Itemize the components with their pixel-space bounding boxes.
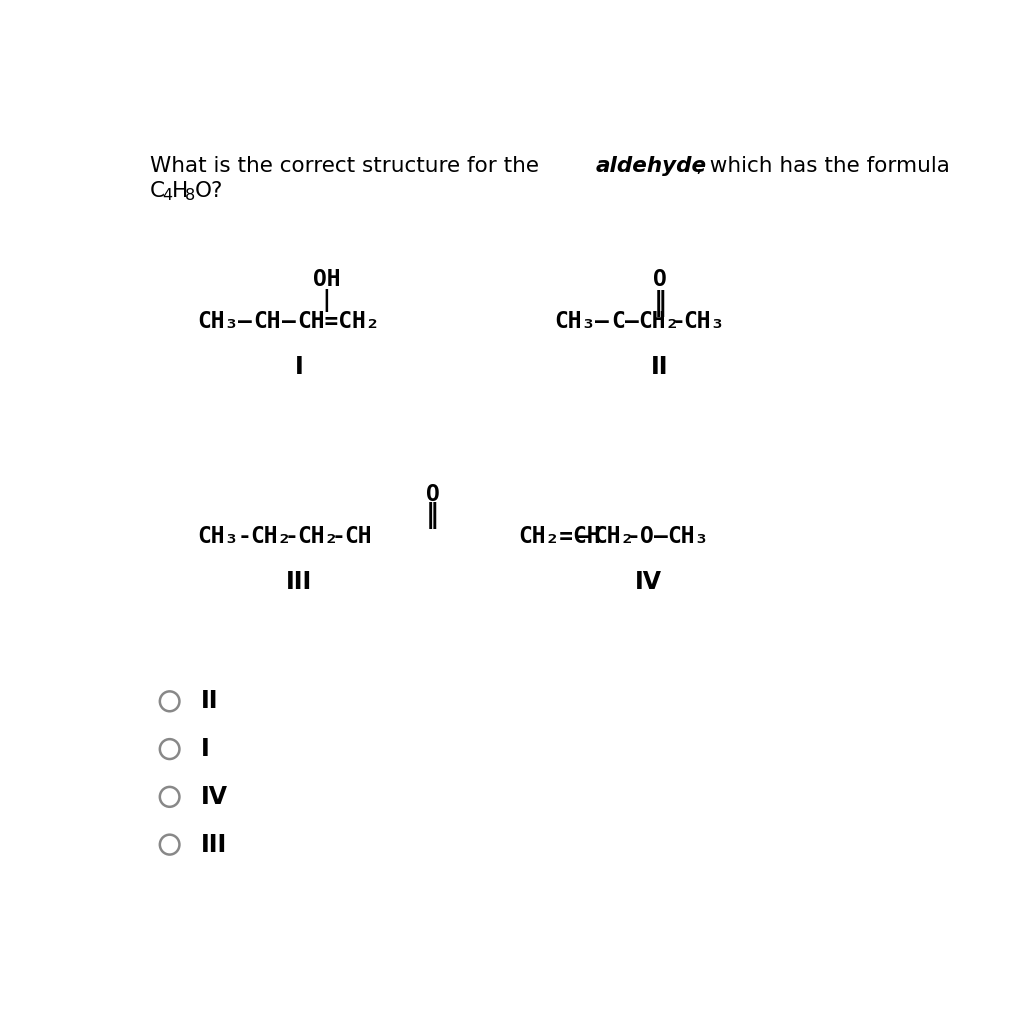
Text: O?: O? [194,181,222,202]
Text: CH: CH [344,525,372,548]
Text: CH: CH [254,310,281,333]
Text: CH₃: CH₃ [667,525,709,548]
Text: I: I [294,355,303,378]
Text: aldehyde: aldehyde [594,156,706,176]
Text: -: - [285,525,298,548]
Text: III: III [286,570,311,594]
Text: C: C [150,181,165,202]
Text: CH₂: CH₂ [250,525,291,548]
Text: II: II [650,355,668,378]
Text: –: – [653,525,666,548]
Text: -: - [626,525,640,548]
Text: O: O [425,483,439,506]
Text: -: - [671,310,684,333]
Text: I: I [201,737,209,761]
Text: H: H [172,181,188,202]
Text: |: | [319,290,333,312]
Text: -: - [332,525,346,548]
Text: OH: OH [312,268,340,291]
Text: O: O [640,525,653,548]
Text: CH₃: CH₃ [197,310,239,333]
Text: O: O [652,268,666,291]
Text: CH₂: CH₂ [297,525,339,548]
Text: CH=CH₂: CH=CH₂ [297,310,379,333]
Text: CH₃: CH₃ [197,525,239,548]
Text: -: - [238,525,252,548]
Text: IV: IV [634,570,661,594]
Text: CH₃: CH₃ [553,310,594,333]
Text: –: – [281,310,295,333]
Text: IV: IV [201,785,227,809]
Text: CH₂: CH₂ [638,310,679,333]
Text: 4: 4 [162,188,172,203]
Text: ‖: ‖ [426,503,439,529]
Text: What is the correct structure for the: What is the correct structure for the [150,156,545,176]
Text: CH₂=CH: CH₂=CH [519,525,601,548]
Text: II: II [201,690,218,713]
Text: –: – [238,310,252,333]
Text: C: C [611,310,625,333]
Text: 8: 8 [184,188,194,203]
Text: –: – [624,310,638,333]
Text: , which has the formula: , which has the formula [696,156,949,176]
Text: ‖: ‖ [653,290,665,316]
Text: –: – [594,310,608,333]
Text: III: III [201,832,227,856]
Text: CH₂: CH₂ [592,525,634,548]
Text: –: – [577,525,590,548]
Text: CH₃: CH₃ [682,310,724,333]
